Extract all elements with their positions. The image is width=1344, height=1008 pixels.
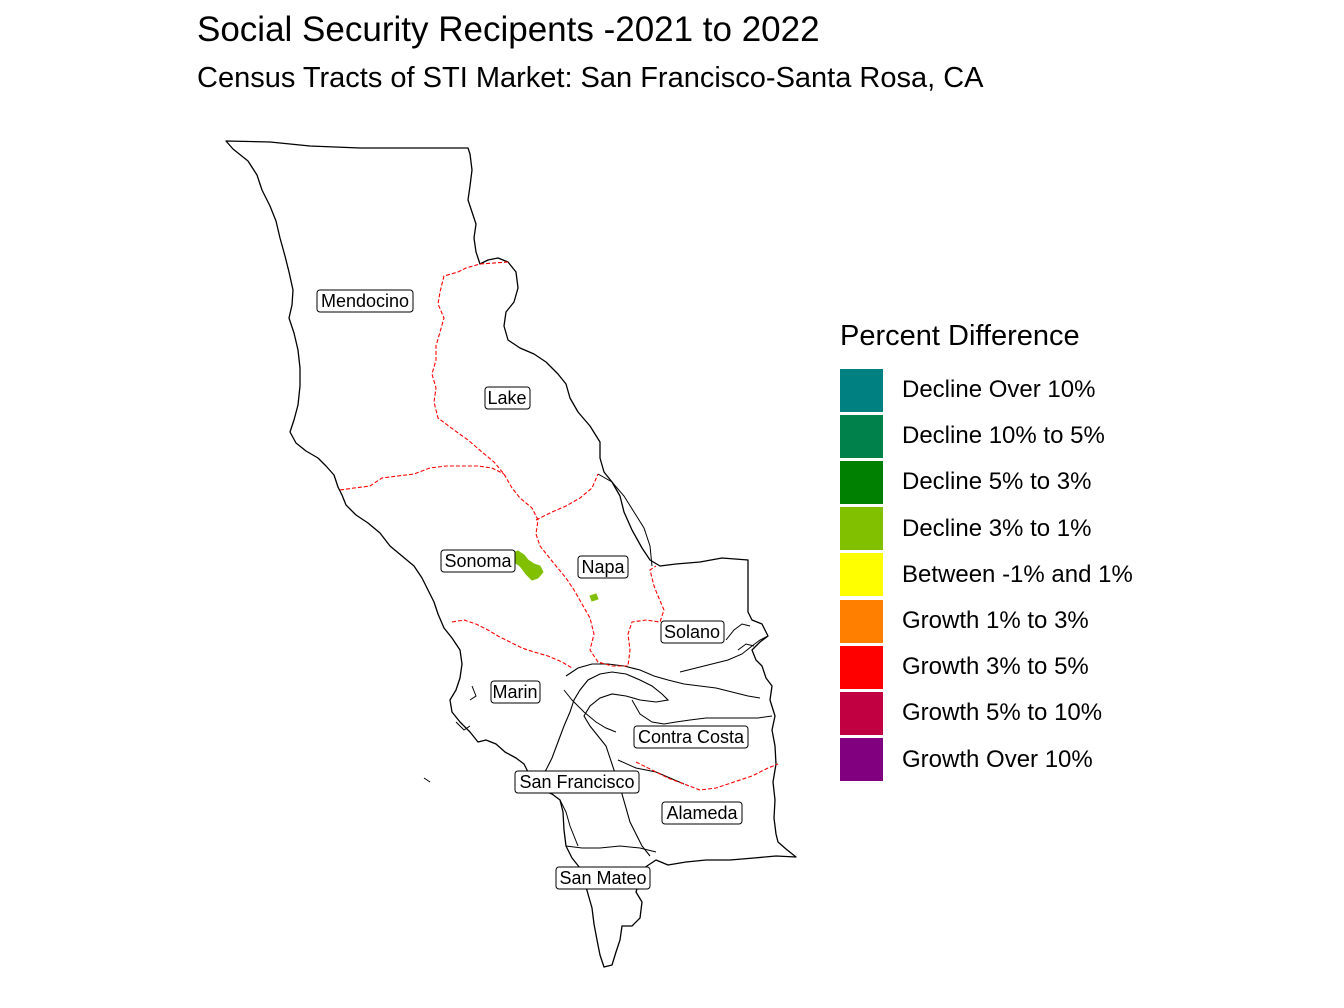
svg-text:Contra Costa: Contra Costa	[638, 727, 745, 747]
legend-swatch	[840, 553, 883, 597]
svg-text:Mendocino: Mendocino	[321, 291, 409, 311]
county-label-marin: Marin	[490, 680, 541, 704]
svg-text:Solano: Solano	[664, 622, 720, 642]
legend-label: Growth 3% to 5%	[902, 653, 1089, 681]
tract-highlight-napa	[589, 593, 599, 602]
legend-title: Percent Difference	[840, 320, 1080, 352]
county-label-napa: Napa	[577, 555, 629, 579]
county-label-alameda: Alameda	[661, 801, 743, 825]
svg-text:Alameda: Alameda	[666, 803, 738, 823]
legend-label: Growth Over 10%	[902, 745, 1093, 773]
coastal-detail	[423, 685, 477, 783]
legend-item: Growth 3% to 5%	[840, 644, 1133, 690]
legend-items: Decline Over 10% Decline 10% to 5% Decline…	[840, 367, 1133, 783]
svg-text:Lake: Lake	[487, 388, 526, 408]
legend-label: Decline 3% to 1%	[902, 514, 1092, 542]
legend-swatch	[840, 368, 883, 412]
legend-item: Growth 1% to 3%	[840, 598, 1133, 644]
legend-item: Decline 5% to 3%	[840, 459, 1133, 505]
legend-label: Decline 10% to 5%	[902, 422, 1105, 450]
legend-item: Decline 3% to 1%	[840, 506, 1133, 552]
chart-title: Social Security Recipents -2021 to 2022	[197, 10, 820, 49]
legend-item: Growth 5% to 10%	[840, 690, 1133, 736]
market-boundary-lines	[339, 261, 779, 791]
legend-swatch	[840, 414, 883, 458]
chart-subtitle: Census Tracts of STI Market: San Francis…	[197, 62, 984, 94]
svg-text:Marin: Marin	[492, 682, 537, 702]
county-label-sonoma: Sonoma	[440, 549, 516, 573]
region-outline	[225, 140, 797, 968]
legend-swatch	[840, 691, 883, 735]
san-pablo-bay-shore	[565, 663, 761, 699]
legend-swatch	[840, 507, 883, 551]
county-label-san-francisco: San Francisco	[514, 770, 640, 794]
county-label-mendocino: Mendocino	[316, 289, 414, 313]
legend-swatch	[840, 599, 883, 643]
delta-shore	[679, 623, 769, 673]
legend-swatch	[840, 738, 883, 782]
legend-label: Growth 1% to 3%	[902, 607, 1089, 635]
legend: Percent Difference Decline Over 10% Decli…	[840, 320, 1133, 783]
svg-text:Sonoma: Sonoma	[444, 551, 512, 571]
legend-item: Decline Over 10%	[840, 367, 1133, 413]
legend-swatch	[840, 645, 883, 689]
legend-label: Decline Over 10%	[902, 376, 1096, 404]
tract-highlight-sonoma	[511, 550, 544, 581]
svg-text:San Francisco: San Francisco	[519, 772, 634, 792]
county-label-lake: Lake	[484, 386, 531, 410]
county-label-contra-costa: Contra Costa	[633, 725, 749, 749]
svg-text:Napa: Napa	[581, 557, 625, 577]
legend-item: Decline 10% to 5%	[840, 413, 1133, 459]
bay-shoreline	[535, 671, 670, 857]
legend-item: Between -1% and 1%	[840, 552, 1133, 598]
county-boundaries	[559, 473, 773, 853]
legend-swatch	[840, 460, 883, 504]
legend-label: Growth 5% to 10%	[902, 699, 1103, 727]
legend-item: Growth Over 10%	[840, 737, 1133, 783]
legend-label: Decline 5% to 3%	[902, 468, 1092, 496]
county-label-solano: Solano	[660, 620, 725, 644]
legend-label: Between -1% and 1%	[902, 560, 1133, 588]
svg-text:San Mateo: San Mateo	[559, 868, 646, 888]
county-label-san-mateo: San Mateo	[555, 866, 651, 890]
